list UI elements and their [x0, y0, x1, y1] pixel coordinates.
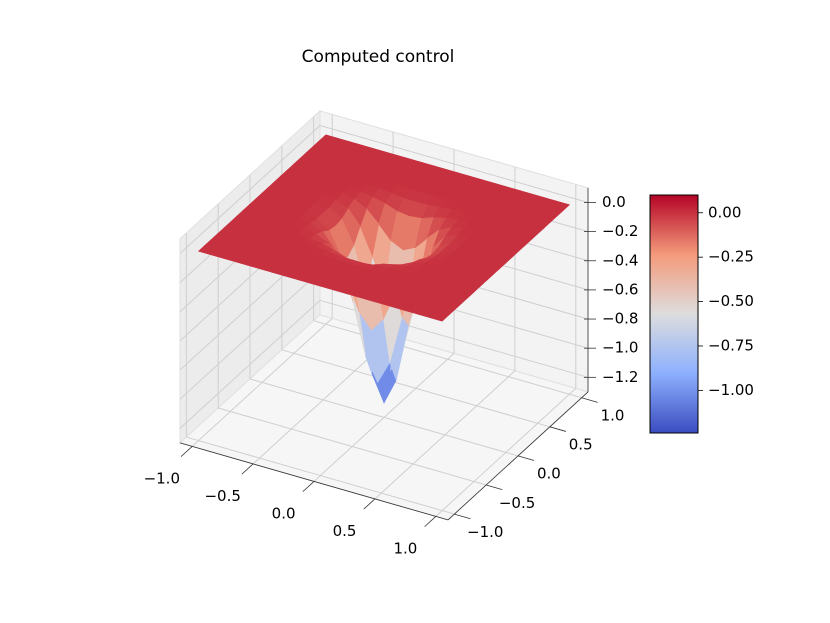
colorbar-tick-label: −1.00 [708, 381, 754, 399]
colorbar-tick-label: 0.00 [708, 203, 741, 221]
grid-line [249, 378, 519, 457]
colorbar-tick-label: −0.75 [708, 336, 754, 354]
x-tick-label: −1.0 [144, 469, 180, 487]
y-tick-label: 0.5 [569, 436, 593, 454]
colorbar-tick-label: −0.25 [708, 248, 754, 266]
y-tick [454, 513, 471, 520]
x-tick-label: 0.0 [272, 504, 296, 522]
grid-line [319, 124, 589, 203]
y-tick-label: −0.5 [499, 494, 535, 512]
grid-line [313, 320, 582, 399]
y-tick [581, 397, 598, 403]
z-tick-label: −0.4 [602, 251, 638, 269]
surface-cell [429, 311, 450, 322]
colorbar [649, 194, 699, 434]
x-tick [241, 463, 254, 475]
z-tick-label: −0.6 [602, 280, 638, 298]
z-tick-label: −1.2 [602, 368, 638, 386]
grid-line [179, 125, 321, 254]
grid-line [218, 407, 487, 486]
y-tick-label: −1.0 [467, 523, 503, 541]
y-tick-label: 0.0 [537, 465, 561, 483]
y-tick [486, 484, 503, 490]
colorbar-tick-label: −0.50 [708, 292, 754, 310]
x-tick-label: 1.0 [393, 539, 417, 557]
y-tick [549, 426, 567, 432]
grid-line [281, 349, 550, 428]
x-tick-label: −0.5 [204, 487, 240, 505]
y-tick [517, 455, 535, 461]
x-tick [363, 498, 376, 510]
chart-title: Computed control [302, 47, 455, 67]
x-tick [302, 481, 315, 492]
grid-line [186, 436, 455, 515]
x-tick-label: 0.5 [333, 522, 357, 540]
z-tick-label: 0.0 [602, 193, 626, 211]
x-tick [180, 446, 193, 457]
grid-line [179, 299, 321, 429]
grid-line [179, 270, 321, 400]
z-tick-label: −0.8 [602, 310, 638, 328]
z-tick-label: −0.2 [602, 222, 638, 240]
z-tick-label: −1.0 [602, 339, 638, 357]
x-tick [424, 516, 437, 527]
y-tick-label: 1.0 [601, 407, 625, 425]
